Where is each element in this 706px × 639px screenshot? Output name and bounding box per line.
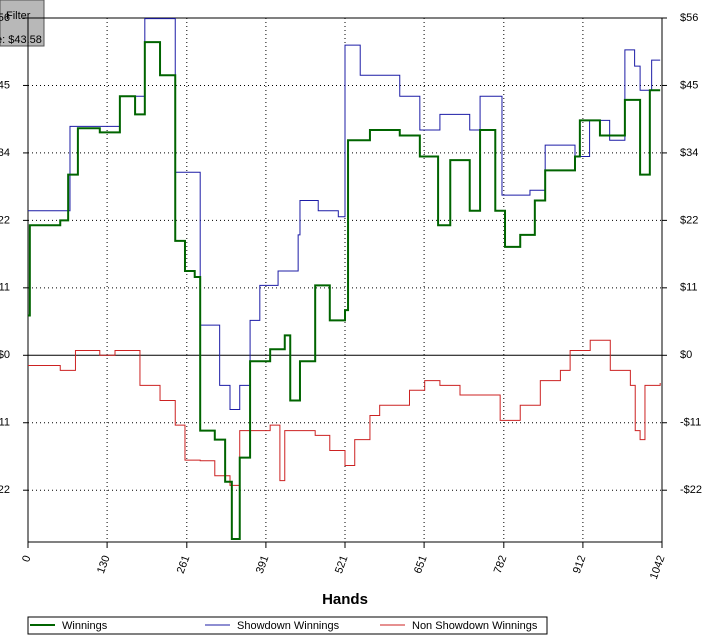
y-tick-label: $0 [0, 349, 10, 361]
series-line [28, 41, 661, 540]
y-tick-label: $34 [0, 147, 10, 159]
legend-label: Showdown Winnings [237, 620, 340, 632]
x-tick-label: 782 [492, 554, 510, 575]
y-tick-label: $11 [0, 282, 10, 294]
y-tick-label: $56 [680, 12, 698, 24]
legend-label: Winnings [62, 620, 108, 632]
x-tick-label: 651 [412, 554, 430, 575]
y-tick-label: -$11 [0, 417, 10, 429]
filter-box[interactable] [0, 0, 45, 47]
x-tick-label: 912 [571, 554, 589, 575]
x-axis-title: Hands [322, 591, 368, 608]
legend-box [27, 616, 548, 635]
y-tick-label: $56 [0, 12, 10, 24]
y-tick-label: $0 [680, 349, 692, 361]
filter-value: e: $43.58 [0, 34, 42, 46]
filter-label[interactable]: Filter [6, 10, 31, 22]
x-tick-label: 130 [95, 554, 113, 575]
x-tick-label: 521 [333, 554, 351, 575]
series-line [28, 339, 661, 486]
y-tick-label: -$22 [680, 484, 702, 496]
x-tick-label: 261 [175, 554, 193, 575]
y-tick-label: -$11 [680, 417, 701, 429]
y-tick-label: -$22 [0, 484, 10, 496]
y-tick-label: $34 [680, 147, 698, 159]
legend-label: Non Showdown Winnings [412, 620, 538, 632]
plot-frame [27, 17, 663, 543]
y-tick-label: $22 [680, 214, 698, 226]
y-tick-label: $45 [0, 79, 10, 91]
x-tick-label: 391 [254, 554, 272, 575]
y-tick-label: $22 [0, 214, 10, 226]
x-tick-label: 0 [20, 554, 33, 564]
y-tick-label: $45 [680, 79, 698, 91]
series-line [28, 18, 661, 410]
y-tick-label: $11 [680, 282, 698, 294]
